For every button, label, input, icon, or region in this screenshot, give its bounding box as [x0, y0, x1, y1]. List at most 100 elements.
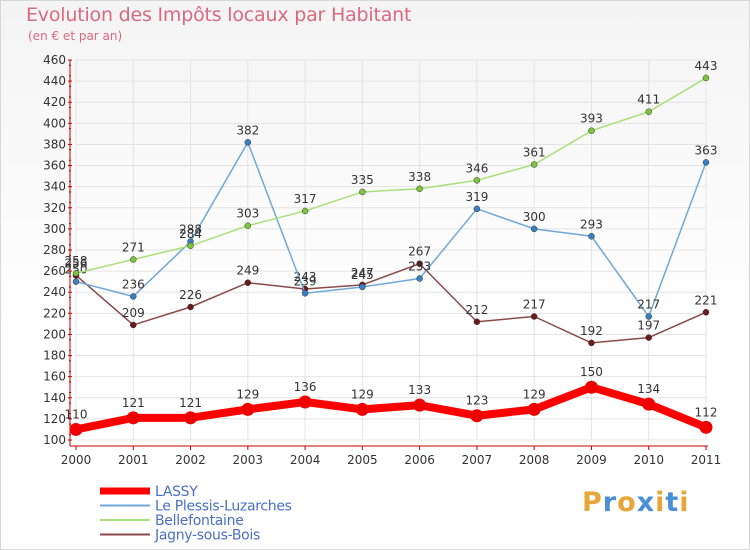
- data-label: 335: [351, 173, 374, 187]
- data-point: [642, 397, 656, 411]
- data-point: [527, 402, 541, 416]
- y-tick-label: 460: [43, 53, 66, 67]
- data-point: [184, 411, 198, 425]
- data-point: [244, 139, 252, 146]
- data-label: 134: [637, 382, 660, 396]
- data-label: 129: [236, 387, 259, 401]
- data-point: [530, 313, 538, 320]
- y-tick-label: 360: [43, 159, 66, 173]
- data-label: 150: [580, 365, 603, 379]
- data-point: [301, 290, 309, 297]
- data-point: [645, 108, 652, 115]
- series-line-lassy: [72, 383, 710, 434]
- data-point: [413, 398, 427, 412]
- data-label: 346: [465, 161, 488, 175]
- data-point: [298, 395, 312, 409]
- data-point: [645, 313, 652, 320]
- data-point: [69, 422, 83, 436]
- chart-title: Evolution des Impôts locaux par Habitant: [26, 4, 412, 26]
- legend-label: LASSY: [155, 484, 198, 500]
- data-label: 212: [465, 303, 488, 317]
- data-label: 258: [65, 254, 88, 268]
- data-point: [702, 159, 710, 166]
- data-point: [72, 278, 80, 285]
- y-tick-label: 280: [43, 243, 66, 257]
- logo-letter: i: [655, 487, 666, 518]
- data-point: [301, 207, 309, 215]
- series-line-bellefontaine: [75, 77, 707, 274]
- data-label: 221: [695, 293, 718, 307]
- data-label: 361: [523, 146, 546, 160]
- data-point: [473, 177, 481, 184]
- data-label: 243: [294, 270, 317, 284]
- data-label: 319: [465, 190, 488, 204]
- x-tick-label: 2010: [633, 453, 664, 467]
- data-label: 293: [580, 217, 603, 231]
- data-point: [187, 303, 194, 311]
- data-point: [702, 309, 710, 316]
- data-label: 411: [637, 93, 660, 107]
- logo-letter: i: [679, 487, 690, 518]
- data-point: [72, 269, 80, 277]
- data-label: 110: [65, 407, 88, 421]
- data-label: 382: [236, 123, 259, 137]
- data-point: [470, 409, 484, 423]
- y-tick-label: 180: [43, 349, 66, 363]
- x-tick-label: 2002: [175, 453, 206, 467]
- legend-label: Bellefontaine: [155, 513, 244, 529]
- data-point: [584, 380, 598, 394]
- y-tick-label: 240: [43, 285, 66, 299]
- gridlines: 100 120 140 160 180 200 220 240 260 280 300 320 340 3…: [43, 53, 707, 447]
- y-tick-label: 200: [43, 327, 66, 341]
- series-line-le-plessis-luzarches: [75, 141, 707, 318]
- data-label: 317: [294, 192, 317, 206]
- series-lassy: 110 121 121 129 136 129 133 123 129 150 134 112: [65, 365, 717, 436]
- y-tick-label: 140: [43, 391, 66, 405]
- y-tick-label: 160: [43, 370, 66, 384]
- x-tick-label: 2011: [691, 453, 722, 467]
- data-point: [588, 233, 595, 240]
- data-label: 288: [179, 223, 202, 237]
- data-label: 271: [122, 241, 145, 255]
- data-point: [359, 283, 366, 291]
- logo-letter: o: [617, 487, 637, 518]
- data-point: [130, 256, 137, 263]
- x-tick-label: 2008: [519, 453, 550, 467]
- data-point: [416, 260, 423, 267]
- data-label: 300: [523, 210, 546, 224]
- x-tick-label: 2000: [61, 453, 92, 467]
- data-label: 121: [122, 396, 145, 410]
- series-bellefontaine: 258 271 284 303 317 335 338 346 361 393 411 443: [65, 59, 718, 277]
- data-point: [699, 420, 713, 434]
- data-label: 256: [65, 256, 88, 270]
- data-point: [241, 402, 255, 416]
- logo-letter: x: [636, 487, 656, 518]
- x-tick-label: 2009: [576, 453, 607, 467]
- data-label: 253: [408, 260, 431, 274]
- proxiti-logo: Proxiti: [582, 487, 690, 518]
- data-label: 443: [695, 59, 718, 73]
- data-point: [187, 242, 194, 250]
- logo-letter: t: [665, 487, 680, 518]
- data-label: 192: [580, 324, 603, 338]
- x-tick-label: 2006: [404, 453, 435, 467]
- data-label: 133: [408, 383, 431, 397]
- data-label: 209: [122, 306, 145, 320]
- y-tick-label: 400: [43, 116, 66, 130]
- legend-label: Le Plessis-Luzarches: [155, 499, 292, 515]
- y-tick-label: 320: [43, 201, 66, 215]
- legend-label: Jagny-sous-Bois: [154, 528, 260, 544]
- data-point: [530, 225, 538, 233]
- data-label: 284: [179, 227, 202, 241]
- logo-letter: P: [582, 487, 603, 518]
- data-label: 129: [523, 387, 546, 401]
- chart-subtitle: (en € et par an): [28, 29, 123, 43]
- data-point: [244, 279, 252, 286]
- data-label: 338: [408, 170, 431, 184]
- data-label: 217: [637, 298, 660, 312]
- y-tick-label: 340: [43, 180, 66, 194]
- data-point: [473, 205, 481, 213]
- y-tick-label: 380: [43, 137, 66, 151]
- data-point: [645, 334, 652, 341]
